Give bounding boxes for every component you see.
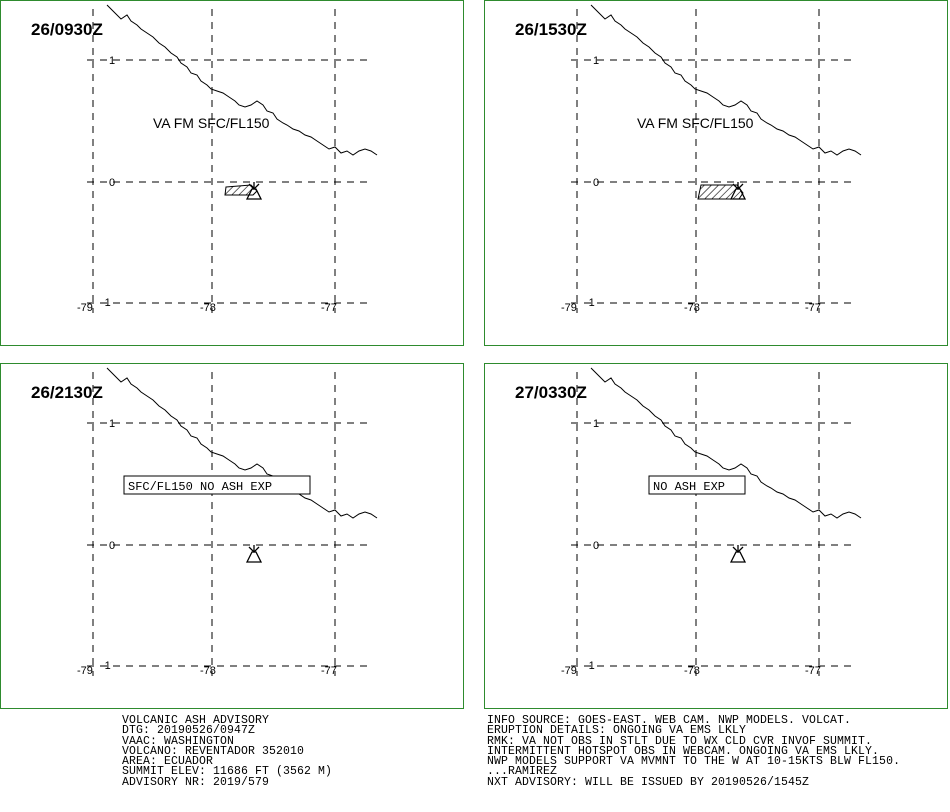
no-ash-box [123,475,311,495]
longitude-label: -78 [684,665,700,677]
coastline [590,4,862,156]
latitude-label: 1 [109,418,115,430]
latitude-label: 1 [593,418,599,430]
longitude-label: -79 [77,302,93,314]
map-canvas: 1 0 -1 -79 -78 -77 26/2130Z SFC/FL150 NO ASH EX… [31,367,378,677]
latitude-label: -1 [101,297,111,309]
volcano-symbol-icon [245,545,263,563]
latitude-label: 0 [593,177,599,189]
ash-level-label: SFC/FL150 NO ASH EXP [128,480,272,494]
footer-line: VAAC: WASHINGTON [122,734,235,748]
valid-time-label: 26/2130Z [31,383,103,402]
ash-level-label: VA FM SFC/FL150 [153,115,270,131]
lat-lon-grid [571,372,857,676]
ash-level-label: VA FM SFC/FL150 [637,115,754,131]
latitude-label: -1 [101,660,111,672]
longitude-label: -78 [200,302,216,314]
footer-line: ERUPTION DETAILS: ONGOING VA EMS LKLY [487,724,747,738]
longitude-label: -79 [561,302,577,314]
valid-time-label: 27/0330Z [515,383,587,402]
longitude-label: -78 [200,665,216,677]
lat-lon-grid [87,372,373,676]
forecast-panel-1: 1 0 -1 -79 -78 -77 26/1530Z VA FM SFC/FL150 [484,0,948,346]
longitude-label: -77 [321,665,337,677]
volcano-symbol-icon [245,182,263,200]
forecast-panel-3: 1 0 -1 -79 -78 -77 27/0330Z NO ASH EXP [484,363,948,709]
map-canvas: 1 0 -1 -79 -78 -77 26/0930Z VA FM SFC/FL150 [31,4,378,314]
ash-cloud-polygon [697,184,744,200]
footer-line: ADVISORY NR: 2019/579 [122,775,270,789]
footer-line: INFO SOURCE: GOES-EAST. WEB CAM. NWP MOD… [487,714,852,727]
latitude-label: 1 [109,55,115,67]
coastline [106,367,378,519]
latitude-label: -1 [585,660,595,672]
longitude-label: -77 [805,665,821,677]
latitude-label: 1 [593,55,599,67]
footer-line: SUMMIT ELEV: 11686 FT (3562 M) [122,765,333,779]
forecast-panel-2: 1 0 -1 -79 -78 -77 26/2130Z SFC/FL150 NO ASH EX… [0,363,464,709]
latitude-label: 0 [109,177,115,189]
no-ash-box [648,475,746,495]
lat-lon-grid [571,9,857,313]
longitude-label: -79 [77,665,93,677]
valid-time-label: 26/0930Z [31,20,103,39]
latitude-label: 0 [593,540,599,552]
latitude-label: -1 [585,297,595,309]
volcano-symbol-icon [729,182,747,200]
map-canvas: 1 0 -1 -79 -78 -77 27/0330Z NO ASH EXP [515,367,862,677]
longitude-label: -78 [684,302,700,314]
ash-cloud-polygon [224,184,258,196]
footer-line: VOLCANIC ASH ADVISORY [122,714,270,727]
footer-line: DTG: 20190526/0947Z [122,724,256,738]
longitude-label: -77 [805,302,821,314]
footer-line: INTERMITTENT HOTSPOT OBS IN WEBCAM. ONGO… [487,744,880,758]
footer-line: ...RAMIREZ [487,765,558,779]
coastline [106,4,378,156]
footer-line: RMK: VA NOT OBS IN STLT DUE TO WX CLD CV… [487,734,873,748]
coastline [590,367,862,519]
ash-level-label: NO ASH EXP [653,480,725,494]
longitude-label: -79 [561,665,577,677]
lat-lon-grid [87,9,373,313]
footer-line: AREA: ECUADOR [122,755,214,769]
longitude-label: -77 [321,302,337,314]
volcano-symbol-icon [729,545,747,563]
footer-line: NXT ADVISORY: WILL BE ISSUED BY 20190526… [487,775,810,789]
valid-time-label: 26/1530Z [515,20,587,39]
advisory-details-block: INFO SOURCE: GOES-EAST. WEB CAM. NWP MOD… [487,714,901,789]
forecast-panel-0: 1 0 -1 -79 -78 -77 26/0930Z VA FM SFC/FL150 [0,0,464,346]
latitude-label: 0 [109,540,115,552]
footer-line: NWP MODELS SUPPORT VA MVMNT TO THE W AT … [487,755,901,769]
map-canvas: 1 0 -1 -79 -78 -77 26/1530Z VA FM SFC/FL150 [515,4,862,314]
footer-line: VOLCANO: REVENTADOR 352010 [122,744,305,758]
advisory-header-block: VOLCANIC ASH ADVISORY DTG: 20190526/0947… [122,714,333,789]
